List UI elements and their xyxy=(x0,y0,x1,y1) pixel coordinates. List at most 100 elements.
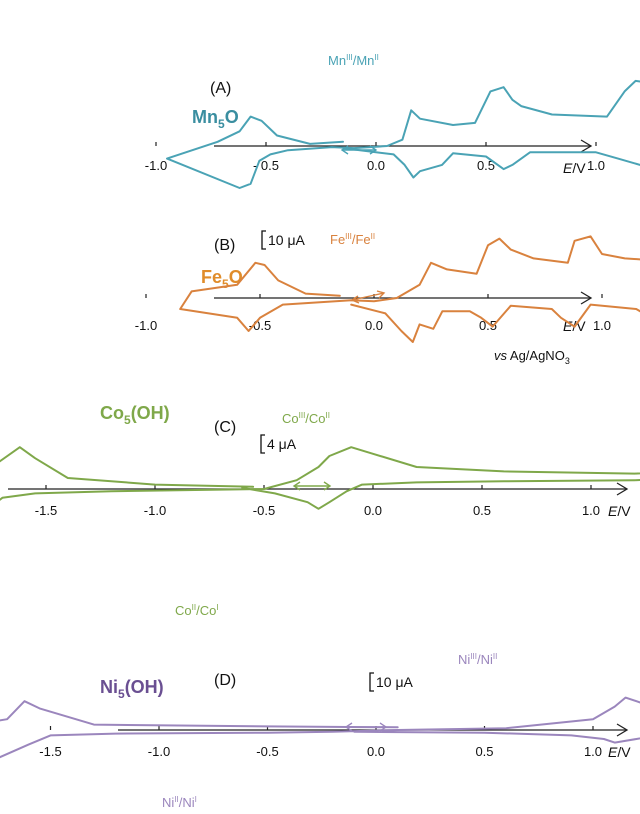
panel-d-scale-bar: 10 μA xyxy=(369,672,414,692)
scan-arrow-right-head xyxy=(323,481,332,491)
x-tick-label: -1.0 xyxy=(135,318,157,333)
panel-b-axis-label: E/V xyxy=(563,318,586,334)
redox-separator: /Co xyxy=(305,411,325,426)
x-tick-label: -1.0 xyxy=(148,744,170,759)
panel-c-axis-label: E/V xyxy=(608,503,631,519)
compound-tail: O xyxy=(225,107,239,127)
x-tick-label: -0.5 xyxy=(256,744,278,759)
scale-bar-label: 10 μA xyxy=(376,674,414,690)
panel-c-scan-arrows xyxy=(292,481,332,491)
panel-d-label: (D) xyxy=(214,672,236,689)
reference-italic: vs xyxy=(494,348,508,363)
x-tick-label: 0.5 xyxy=(479,318,497,333)
compound-tail: O xyxy=(229,267,243,287)
x-tick-label: -1.0 xyxy=(144,503,166,518)
panel-a-label: (A) xyxy=(210,80,231,97)
redox-a-superscript: II xyxy=(192,603,196,612)
panel-a-axis-arrow xyxy=(580,139,593,153)
panel-c-compound-label: Co5(OH) xyxy=(100,403,170,427)
redox-b-superscript: I xyxy=(216,603,218,612)
redox-a: Mn xyxy=(328,53,346,68)
compound-main: Ni xyxy=(100,677,118,697)
redox-a: Co xyxy=(282,411,299,426)
panel-c-cv-trace xyxy=(0,446,640,510)
x-tick-label: -1.5 xyxy=(35,503,57,518)
x-tick-label: 0.5 xyxy=(477,158,495,173)
panel-b-reference-electrode: vs Ag/AgNO3 xyxy=(494,348,570,366)
scan-arrow-left-head xyxy=(292,481,301,491)
redox-a: Fe xyxy=(330,232,345,247)
redox-b-superscript: II xyxy=(371,232,375,241)
panel-d-compound-label: Ni5(OH) xyxy=(100,677,164,701)
redox-a: Co xyxy=(175,603,192,618)
reference-main: Ag/AgNO xyxy=(507,348,565,363)
panel-c: -3.0-2.5-2.0-1.5-1.0-0.50.00.51.01.52.0 … xyxy=(0,403,640,618)
redox-a-superscript: III xyxy=(346,53,353,62)
reference-subscript: 3 xyxy=(565,356,570,366)
x-tick-label: 0.0 xyxy=(367,158,385,173)
axis-label-unit: /V xyxy=(572,318,586,334)
panel-c-scale-bar: 4 μA xyxy=(260,434,297,454)
axis-label-unit: /V xyxy=(617,503,631,519)
panel-a-cv-trace xyxy=(166,79,640,189)
redox-b-superscript: I xyxy=(195,795,197,804)
x-tick-label: 1.0 xyxy=(587,158,605,173)
panel-c-ticks: -3.0-2.5-2.0-1.5-1.0-0.50.00.51.01.52.0 xyxy=(35,485,600,518)
panel-c-redox-label-upper: CoIII/CoII xyxy=(282,411,330,426)
scale-bar-label: 4 μA xyxy=(267,436,297,452)
panel-a-axis-label: E/V xyxy=(563,160,586,176)
panel-d-redox-label-lower: NiII/NiI xyxy=(162,795,197,810)
axis-label-e: E xyxy=(608,744,618,760)
compound-tail: (OH) xyxy=(125,677,164,697)
panel-d-redox-label-upper: NiIII/NiII xyxy=(458,652,497,667)
panel-b: -1.0-0.50.00.51.01.5 E/V 10 μA (B) Fe5O … xyxy=(135,230,640,366)
x-tick-label: 0.0 xyxy=(364,503,382,518)
compound-subscript: 5 xyxy=(118,687,125,701)
panel-b-label: (B) xyxy=(214,237,235,254)
x-tick-label: -0.5 xyxy=(253,503,275,518)
axis-label-e: E xyxy=(608,503,618,519)
panel-d-ticks: -2.0-1.5-1.0-0.50.00.51.01.52.0 xyxy=(39,726,602,759)
panel-b-cv-trace xyxy=(179,235,640,343)
redox-a-superscript: III xyxy=(299,411,306,420)
redox-b-superscript: II xyxy=(493,652,497,661)
scan-arrow-right-head xyxy=(376,290,386,299)
redox-a: Ni xyxy=(162,795,174,810)
panel-a-redox-label: MnIII/MnII xyxy=(328,53,379,68)
x-tick-label: 0.5 xyxy=(473,503,491,518)
compound-tail: (OH) xyxy=(131,403,170,423)
redox-separator: /Ni xyxy=(477,652,493,667)
panel-d: -2.0-1.5-1.0-0.50.00.51.01.52.0 E/V 10 μ… xyxy=(0,652,640,810)
axis-label-unit: /V xyxy=(572,160,586,176)
x-tick-label: 1.0 xyxy=(584,744,602,759)
scan-arrow-line xyxy=(351,292,385,301)
panel-a: -1.0- 0.50.00.51.01.5 E/V (A) Mn5O MnIII… xyxy=(145,53,640,189)
redox-b-superscript: II xyxy=(374,53,378,62)
x-tick-label: -1.0 xyxy=(145,158,167,173)
scale-bar-bracket xyxy=(260,434,265,454)
scale-bar-bracket xyxy=(369,672,374,692)
panel-c-redox-label-lower: CoII/CoI xyxy=(175,603,219,618)
compound-main: Mn xyxy=(192,107,218,127)
compound-subscript: 5 xyxy=(222,277,229,291)
x-tick-label: 0.0 xyxy=(365,318,383,333)
compound-main: Co xyxy=(100,403,124,423)
panel-b-scale-bar: 10 μA xyxy=(261,230,306,250)
panel-d-axis-arrow xyxy=(616,723,629,737)
axis-label-unit: /V xyxy=(617,744,631,760)
axis-label-e: E xyxy=(563,160,573,176)
redox-a-superscript: III xyxy=(345,232,352,241)
axis-label-e: E xyxy=(563,318,573,334)
scale-bar-bracket xyxy=(261,230,266,250)
panel-d-cv-trace xyxy=(0,696,640,759)
redox-b-superscript: II xyxy=(326,411,330,420)
compound-main: Fe xyxy=(201,267,222,287)
redox-a: Ni xyxy=(458,652,470,667)
redox-separator: /Fe xyxy=(352,232,371,247)
x-tick-label: -1.5 xyxy=(39,744,61,759)
compound-subscript: 5 xyxy=(218,117,225,131)
panel-a-compound-label: Mn5O xyxy=(192,107,239,131)
redox-separator: /Co xyxy=(196,603,216,618)
scale-bar-label: 10 μA xyxy=(268,232,306,248)
panel-b-redox-label: FeIII/FeII xyxy=(330,232,375,247)
